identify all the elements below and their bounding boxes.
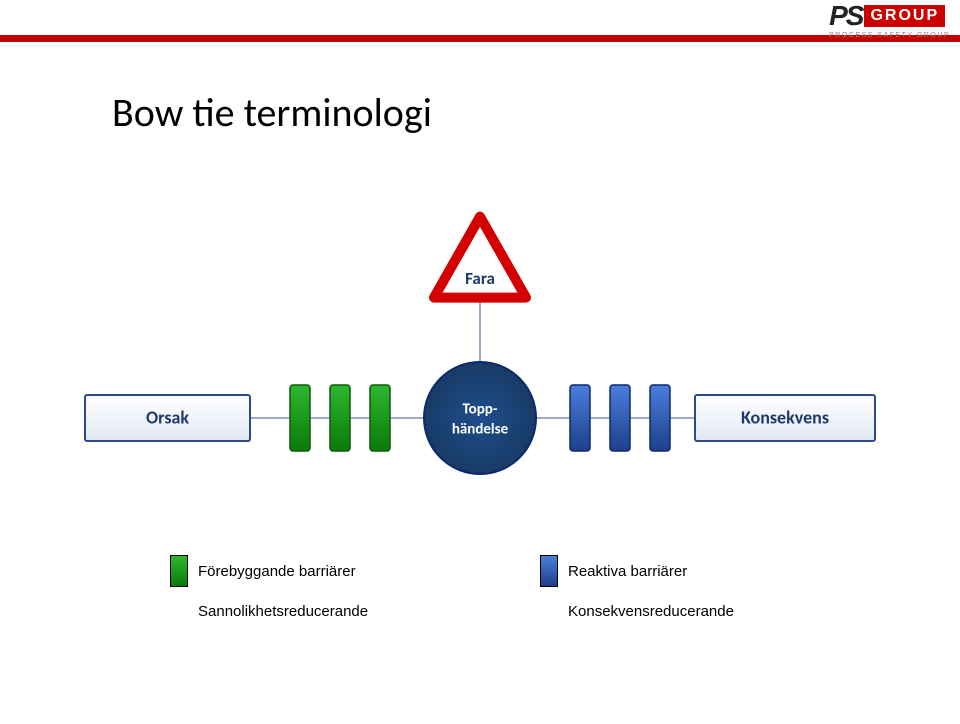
preventive-barriers bbox=[290, 385, 390, 451]
barrier bbox=[330, 385, 350, 451]
legend-reactive-line1: Reaktiva barriärer bbox=[568, 563, 687, 580]
legend-preventive: Förebyggande barriärer Sannolikhetsreduc… bbox=[170, 555, 368, 635]
hazard-label: Fara bbox=[465, 268, 495, 289]
legend-reactive-swatch bbox=[540, 555, 558, 587]
barrier bbox=[610, 385, 630, 451]
consequence-label: Konsekvens bbox=[741, 406, 829, 428]
barrier bbox=[370, 385, 390, 451]
legend-reactive-line2: Konsekvensreducerande bbox=[568, 603, 734, 620]
barrier bbox=[570, 385, 590, 451]
bowtie-diagram: Orsak Konsekvens Topp- händelse Fara bbox=[0, 0, 960, 724]
legend-preventive-line1: Förebyggande barriärer bbox=[198, 563, 356, 580]
legend-preventive-line2: Sannolikhetsreducerande bbox=[198, 603, 368, 620]
top-event-label-2: händelse bbox=[452, 421, 509, 439]
cause-label: Orsak bbox=[146, 406, 189, 428]
reactive-barriers bbox=[570, 385, 670, 451]
top-event-label-1: Topp- bbox=[463, 401, 498, 419]
legend-reactive: Reaktiva barriärer Konsekvensreducerande bbox=[540, 555, 734, 635]
barrier bbox=[290, 385, 310, 451]
legend-preventive-swatch bbox=[170, 555, 188, 587]
barrier bbox=[650, 385, 670, 451]
